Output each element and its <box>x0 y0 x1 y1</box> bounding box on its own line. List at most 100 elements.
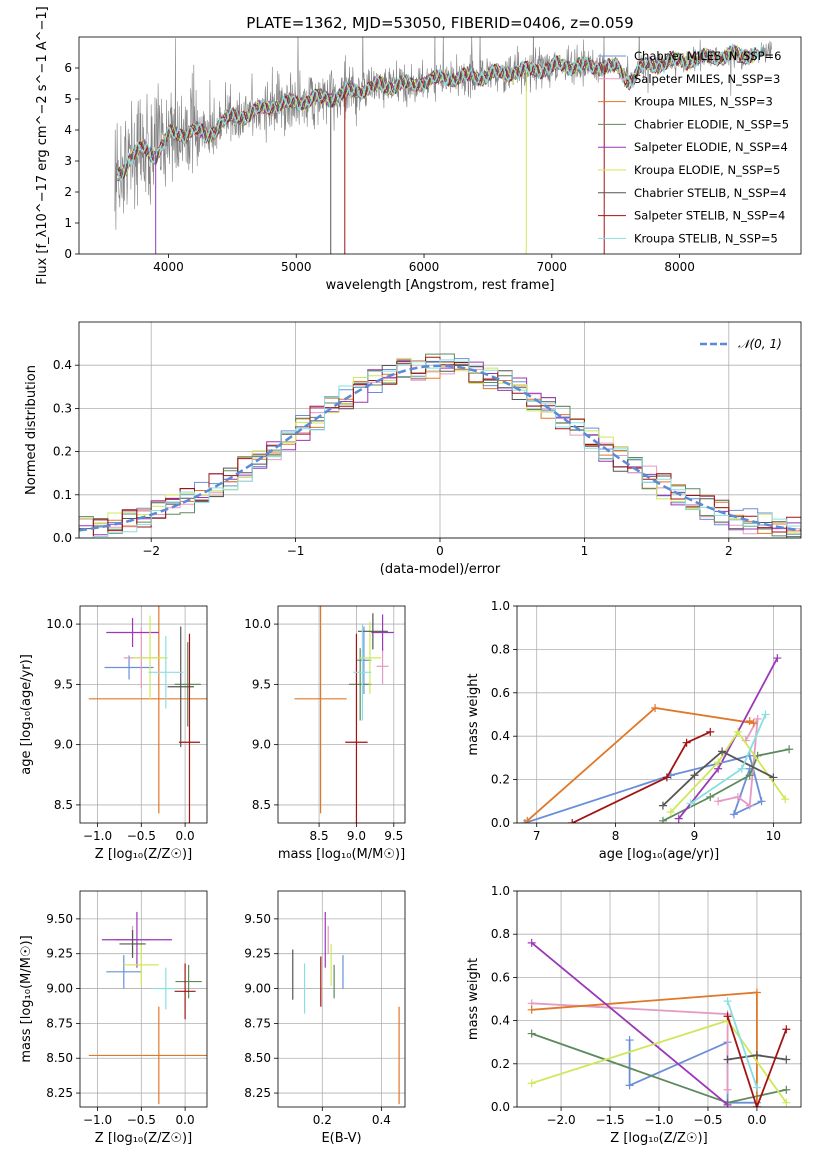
weight-line-6 <box>670 730 786 813</box>
weight-marker <box>625 1081 634 1090</box>
x-tick-label: 7000 <box>537 260 568 274</box>
y-tick-label: 9.00 <box>244 982 271 996</box>
weight-marker <box>745 771 754 780</box>
weight-marker <box>757 797 766 806</box>
x-tick-label: 0 <box>436 544 444 558</box>
x-axis-label: (data-model)/error <box>380 562 501 577</box>
y-tick-label: 1.0 <box>491 884 510 898</box>
y-axis-label: mass weight <box>466 958 481 1040</box>
y-tick-label: 0.2 <box>491 773 510 787</box>
weight-marker <box>782 1025 791 1034</box>
weight-marker <box>658 801 667 810</box>
weight-marker <box>718 747 727 756</box>
weight-marker <box>745 717 754 726</box>
x-tick-label: 0.4 <box>372 1113 391 1127</box>
y-tick-label: 8.25 <box>244 1086 271 1100</box>
x-tick-label: −1.0 <box>644 1113 673 1127</box>
weight-marker <box>723 1055 732 1064</box>
mass_vs_ebv-frame <box>277 890 406 1108</box>
age_vs_Z-grid <box>80 606 207 823</box>
weight-line-9 <box>726 1000 758 1088</box>
x-tick-label: 0.2 <box>313 1113 332 1127</box>
y-tick-label: 9.25 <box>244 947 271 961</box>
x-axis-label: mass [log₁₀(M/M☉)] <box>278 847 405 862</box>
weight-marker <box>773 654 782 663</box>
weight-marker <box>523 816 532 823</box>
spectrum-model-6 <box>117 44 757 180</box>
y-tick-label: 10.0 <box>244 617 271 631</box>
y-tick-label: 0.0 <box>53 531 72 545</box>
weight-marker <box>723 997 732 1006</box>
x-tick-label: 8.5 <box>310 829 329 843</box>
y-tick-label: 5 <box>64 92 72 106</box>
weight-marker <box>527 1079 536 1088</box>
x-tick-label: −2.0 <box>546 1113 575 1127</box>
x-tick-label: −1.0 <box>83 829 112 843</box>
y-axis-label: mass weight <box>466 673 481 755</box>
weight-marker <box>568 819 577 823</box>
x-tick-label: 6000 <box>409 260 440 274</box>
x-tick-label: 10 <box>766 829 781 843</box>
x-tick-label: 5000 <box>281 260 312 274</box>
residual-histograms <box>79 353 801 538</box>
x-tick-label: 9.0 <box>347 829 366 843</box>
weight-marker <box>761 710 770 719</box>
x-axis-label: Z [log₁₀(Z/Z☉)] <box>95 1131 192 1146</box>
x-tick-label: 8 <box>612 829 620 843</box>
normal-curve <box>79 364 801 532</box>
spectrum-legend: Chabrier MILES, N_SSP=6 Salpeter MILES, N… <box>598 49 789 245</box>
y-tick-label: 0 <box>64 247 72 261</box>
mass_vs_ebv-grid <box>278 891 405 1107</box>
mass_vs_Z-points <box>88 911 207 1105</box>
legend-label: Chabrier STELIB, N_SSP=4 <box>634 186 786 200</box>
weight-marker <box>723 1012 732 1021</box>
y-tick-label: 8.75 <box>46 1016 73 1030</box>
weight-marker <box>714 797 723 806</box>
x-tick-label: 4000 <box>153 260 184 274</box>
residual-histogram-9 <box>79 359 801 538</box>
residual-histogram-4 <box>79 353 801 537</box>
legend-label: Kroupa ELODIE, N_SSP=5 <box>634 163 780 177</box>
y-tick-label: 10.0 <box>46 617 73 631</box>
x-axis-label: Z [log₁₀(Z/Z☉)] <box>95 847 192 862</box>
weight-marker <box>723 1100 732 1107</box>
weight-marker <box>769 773 778 782</box>
weight-marker <box>706 727 715 736</box>
age_vs_Z-axes: −1.0 −0.5 0.0 8.5 9.0 9.5 10.0 <box>46 606 207 843</box>
x-tick-label: 8000 <box>664 260 695 274</box>
y-tick-label: 8.50 <box>244 1051 271 1065</box>
y-tick-label: 0.4 <box>491 729 510 743</box>
y-tick-label: 9.5 <box>252 677 271 691</box>
weight_vs_age-axes: 7 8 9 10 0.0 0.2 0.4 0.6 0.8 1.0 <box>491 599 801 843</box>
weight-marker <box>706 792 715 801</box>
y-tick-label: 0.8 <box>491 642 510 656</box>
x-axis-label: age [log₁₀(age/yr)] <box>599 847 720 862</box>
weight-marker <box>686 799 695 808</box>
weight-marker <box>651 703 660 712</box>
y-tick-label: 0.2 <box>491 1057 510 1071</box>
y-tick-label: 0.4 <box>53 358 72 372</box>
x-axis-label: wavelength [Angstrom, rest frame] <box>326 278 555 293</box>
residuals-frame <box>78 321 802 539</box>
x-tick-label: 0.0 <box>747 1113 766 1127</box>
mass_vs_Z-frame <box>79 890 208 1108</box>
weight-marker <box>729 810 738 819</box>
weight-line-8 <box>571 731 711 823</box>
weight-marker <box>782 1098 791 1107</box>
weight-marker <box>658 816 667 823</box>
y-tick-label: 9.0 <box>252 738 271 752</box>
weight-marker <box>782 1085 791 1094</box>
x-tick-label: 2 <box>725 544 733 558</box>
weight-marker <box>752 1103 761 1107</box>
figure-title: PLATE=1362, MJD=53050, FIBERID=0406, z=0… <box>246 14 633 32</box>
y-tick-label: 0.8 <box>491 927 510 941</box>
mass_vs_Z-axes: −1.0 −0.5 0.0 8.25 8.50 8.75 9.00 9.25 9.50 <box>46 891 207 1127</box>
y-tick-label: 1.0 <box>491 599 510 613</box>
weight-marker <box>714 758 723 767</box>
spectrum-lines <box>114 37 772 254</box>
x-tick-label: −0.5 <box>127 829 156 843</box>
weight-marker <box>682 738 691 747</box>
weight-marker <box>782 1055 791 1064</box>
y-tick-label: 0.1 <box>53 488 72 502</box>
